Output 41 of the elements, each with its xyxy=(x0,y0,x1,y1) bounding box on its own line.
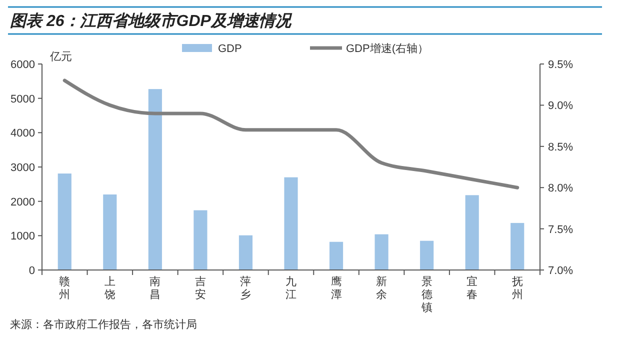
x-tick-label: 鹰潭 xyxy=(330,275,342,301)
y2-tick-label: 7.5% xyxy=(548,224,574,236)
bar xyxy=(58,174,72,270)
x-tick-label: 九江 xyxy=(286,275,296,301)
bar xyxy=(148,89,162,270)
x-tick-label: 萍乡 xyxy=(240,275,252,301)
y2-tick-label: 8.0% xyxy=(548,182,574,195)
bar xyxy=(284,177,298,270)
bar xyxy=(238,235,253,270)
x-tick-label: 上饶 xyxy=(103,275,116,301)
chart-title: 图表 26：江西省地级市GDP及增速情况 xyxy=(10,12,293,30)
bar xyxy=(420,240,434,270)
x-tick-label: 新余 xyxy=(376,275,388,301)
y-axis-title: 亿元 xyxy=(49,51,72,63)
y-tick-label: 6000 xyxy=(10,59,35,71)
source-note: 来源：各市政府工作报告，各市统计局 xyxy=(10,318,197,331)
x-tick-label: 赣州 xyxy=(59,275,70,301)
y2-tick-label: 9.0% xyxy=(548,100,574,112)
bar xyxy=(510,222,524,270)
x-tick-label: 抚州 xyxy=(510,276,523,301)
line-series xyxy=(62,78,520,190)
legend-label: GDP增速(右轴） xyxy=(346,42,428,55)
y-tick-label: 5000 xyxy=(10,93,35,106)
bar xyxy=(374,234,388,270)
y2-tick-label: 7.0% xyxy=(548,265,574,277)
x-tick-label: 宜春 xyxy=(466,275,478,301)
bar xyxy=(465,195,479,270)
y2-tick-label: 8.5% xyxy=(548,141,574,154)
bar xyxy=(103,194,117,270)
x-tick-label: 吉安 xyxy=(194,275,206,301)
bar xyxy=(194,210,208,270)
bar xyxy=(329,242,344,270)
y-tick-label: 3000 xyxy=(10,162,35,174)
y-tick-label: 2000 xyxy=(10,196,35,208)
y-tick-label: 0 xyxy=(28,265,35,277)
legend-label: GDP xyxy=(218,43,242,55)
x-tick-label: 南昌 xyxy=(150,275,161,301)
x-tick-label: 景德镇 xyxy=(420,276,432,314)
y-tick-label: 4000 xyxy=(10,128,35,140)
y-tick-label: 1000 xyxy=(10,230,35,243)
y2-tick-label: 9.5% xyxy=(548,59,574,71)
